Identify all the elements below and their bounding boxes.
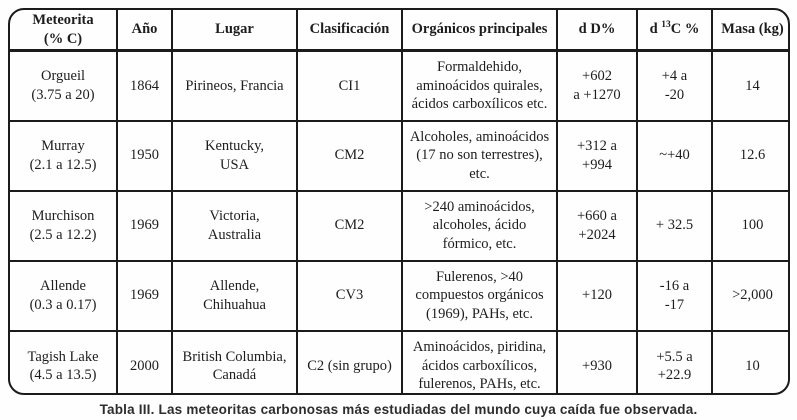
header-d13C: d 13C %	[636, 10, 713, 53]
cell-meteorite: Murchison (2.5 a 12.2)	[10, 189, 118, 262]
cell-d13C: + 32.5	[636, 189, 713, 262]
cell-classification: CV3	[296, 259, 403, 332]
cell-year: 1969	[116, 259, 173, 332]
cell-organics: Fulerenos, >40 compuestos orgánicos (196…	[401, 259, 558, 332]
cell-dD: +660 a +2024	[556, 189, 638, 262]
cell-year: 2000	[116, 329, 173, 393]
header-place: Lugar	[171, 10, 298, 53]
table-header: Meteorita (% C) Año Lugar Clasificación …	[10, 10, 788, 53]
cell-organics: Aminoácidos, piridina, ácidos carboxílic…	[401, 329, 558, 393]
cell-mass: 12.6	[711, 119, 788, 192]
table-header-row: Meteorita (% C) Año Lugar Clasificación …	[10, 10, 788, 53]
header-mass: Masa (kg)	[711, 10, 788, 53]
header-classification: Clasificación	[296, 10, 403, 53]
d13c-prefix: d	[649, 21, 662, 38]
cell-mass: 10	[711, 329, 788, 393]
cell-dD: +312 a +994	[556, 119, 638, 192]
meteorite-table: Meteorita (% C) Año Lugar Clasificación …	[10, 10, 788, 393]
header-dD: d D%	[556, 10, 638, 53]
table-body: Orgueil (3.75 a 20) 1864 Pirineos, Franc…	[10, 49, 788, 393]
cell-dD: +930	[556, 329, 638, 393]
d13c-superscript: 13	[661, 20, 671, 31]
table-row-murchison: Murchison (2.5 a 12.2) 1969 Victoria, Au…	[10, 189, 788, 262]
cell-year: 1864	[116, 49, 173, 122]
table-row-tagish-lake: Tagish Lake (4.5 a 13.5) 2000 British Co…	[10, 329, 788, 393]
table-row-allende: Allende (0.3 a 0.17) 1969 Allende, Chihu…	[10, 259, 788, 332]
cell-d13C: -16 a -17	[636, 259, 713, 332]
cell-mass: 100	[711, 189, 788, 262]
cell-organics: Alcoholes, aminoácidos (17 no son terres…	[401, 119, 558, 192]
cell-place: Kentucky, USA	[171, 119, 298, 192]
cell-mass: >2,000	[711, 259, 788, 332]
cell-classification: C2 (sin grupo)	[296, 329, 403, 393]
table-caption: Tabla III. Las meteoritas carbonosas más…	[99, 402, 698, 417]
header-year: Año	[116, 10, 173, 53]
cell-organics: >240 aminoácidos, alcoholes, ácido fórmi…	[401, 189, 558, 262]
cell-d13C: +5.5 a +22.9	[636, 329, 713, 393]
d13c-suffix: C %	[670, 21, 700, 38]
cell-d13C: ~+40	[636, 119, 713, 192]
cell-organics: Formaldehido, aminoácidos quirales, ácid…	[401, 49, 558, 122]
cell-meteorite: Tagish Lake (4.5 a 13.5)	[10, 329, 118, 393]
cell-place: Pirineos, Francia	[171, 49, 298, 122]
header-organics: Orgánicos principales	[401, 10, 558, 53]
cell-year: 1969	[116, 189, 173, 262]
cell-dD: +602 a +1270	[556, 49, 638, 122]
cell-place: British Columbia, Canadá	[171, 329, 298, 393]
cell-year: 1950	[116, 119, 173, 192]
cell-classification: CI1	[296, 49, 403, 122]
cell-meteorite: Allende (0.3 a 0.17)	[10, 259, 118, 332]
header-meteorite: Meteorita (% C)	[10, 10, 118, 53]
meteorite-table-frame: Meteorita (% C) Año Lugar Clasificación …	[8, 8, 790, 395]
table-row-murray: Murray (2.1 a 12.5) 1950 Kentucky, USA C…	[10, 119, 788, 192]
cell-place: Allende, Chihuahua	[171, 259, 298, 332]
cell-mass: 14	[711, 49, 788, 122]
cell-classification: CM2	[296, 119, 403, 192]
table-row-orgueil: Orgueil (3.75 a 20) 1864 Pirineos, Franc…	[10, 49, 788, 122]
cell-classification: CM2	[296, 189, 403, 262]
cell-d13C: +4 a -20	[636, 49, 713, 122]
cell-place: Victoria, Australia	[171, 189, 298, 262]
cell-meteorite: Orgueil (3.75 a 20)	[10, 49, 118, 122]
cell-meteorite: Murray (2.1 a 12.5)	[10, 119, 118, 192]
cell-dD: +120	[556, 259, 638, 332]
